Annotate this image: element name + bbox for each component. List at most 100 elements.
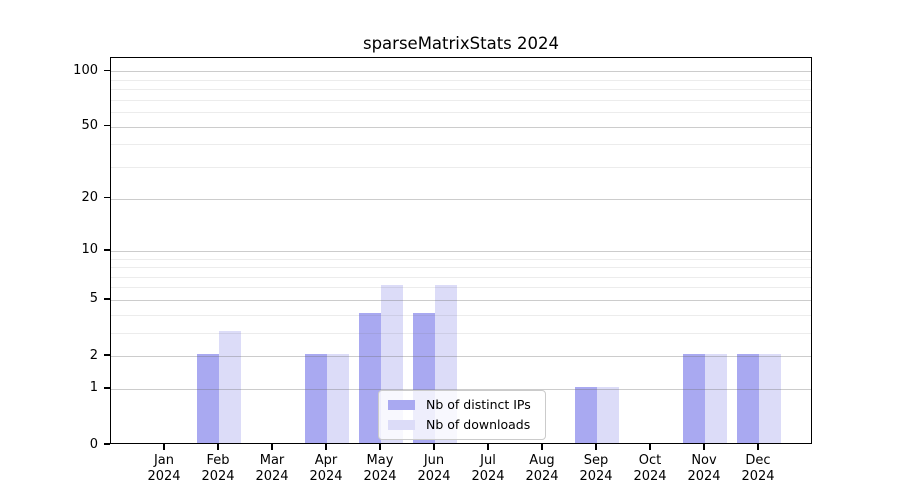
x-tick-label-year: 2024 [471, 469, 505, 484]
y-tick-label: 1 [89, 380, 98, 396]
x-tick-label: Apr 2024 [296, 453, 356, 485]
gridline-major [111, 299, 811, 301]
bar-distinct-ips [197, 354, 219, 443]
x-tick-label: Aug 2024 [512, 453, 572, 485]
y-tick [104, 196, 110, 199]
y-tick [104, 124, 110, 127]
gridline-minor [111, 112, 811, 114]
x-tick [271, 444, 273, 450]
bar-downloads [759, 354, 781, 443]
x-tick-label-month: Feb [206, 453, 230, 468]
x-tick-label-month: Jun [423, 453, 445, 468]
y-tick [104, 298, 110, 300]
gridline-minor [111, 276, 811, 278]
x-tick-label: Nov 2024 [674, 453, 734, 485]
x-tick-label-year: 2024 [363, 469, 397, 484]
x-tick [595, 444, 597, 450]
y-tick [104, 387, 110, 389]
x-tick [433, 444, 435, 450]
gridline-minor [111, 332, 811, 334]
y-tick-label: 0 [89, 436, 98, 452]
gridline-major [111, 250, 811, 252]
y-tick-label: 50 [81, 118, 98, 134]
gridline-minor [111, 258, 811, 260]
x-tick [703, 444, 705, 450]
y-tick-label: 20 [81, 190, 98, 205]
gridline-major [111, 388, 811, 390]
x-tick-label-year: 2024 [579, 469, 613, 484]
x-tick-label: Jan 2024 [134, 453, 194, 485]
x-tick-label-year: 2024 [309, 469, 343, 484]
x-tick [649, 444, 651, 450]
x-tick-label-year: 2024 [417, 469, 451, 484]
y-tick-label: 5 [89, 291, 98, 307]
legend-label: Nb of distinct IPs [426, 397, 531, 412]
x-tick [379, 444, 381, 450]
legend-row: Nb of distinct IPs [388, 397, 536, 413]
x-tick-label: Jun 2024 [404, 453, 464, 485]
gridline-major [111, 198, 811, 200]
x-tick-label-month: Sep [583, 453, 609, 468]
x-tick-label-month: Dec [745, 453, 771, 468]
bar-downloads [597, 386, 619, 443]
x-tick-label-year: 2024 [147, 469, 181, 484]
gridline-minor [111, 287, 811, 289]
x-tick [217, 444, 219, 450]
gridline-minor [111, 314, 811, 316]
x-tick-label: Feb 2024 [188, 453, 248, 485]
x-tick [541, 444, 543, 450]
x-tick-label-month: Aug [529, 453, 555, 468]
x-tick [757, 444, 759, 450]
x-tick-label: Dec 2024 [728, 453, 788, 485]
x-tick-label: Oct 2024 [620, 453, 680, 485]
x-tick [325, 444, 327, 450]
chart-title: sparseMatrixStats 2024 [362, 34, 560, 53]
bar-distinct-ips [575, 386, 597, 443]
y-tick [104, 249, 110, 251]
gridline-major [111, 126, 811, 128]
gridline-minor [111, 89, 811, 91]
gridline-major [111, 356, 811, 357]
x-tick-label-year: 2024 [255, 469, 289, 484]
legend: Nb of distinct IPs Nb of downloads [378, 390, 546, 440]
x-tick-label-month: Jan [153, 453, 175, 468]
y-tick [104, 354, 110, 356]
x-tick-label-year: 2024 [633, 469, 667, 484]
bar-downloads [219, 330, 241, 443]
bar-downloads [705, 354, 727, 443]
bar-distinct-ips [737, 354, 759, 443]
x-tick-label-month: Jul [480, 453, 496, 468]
gridline-minor [111, 144, 811, 146]
legend-row: Nb of downloads [388, 417, 536, 433]
x-tick-label-year: 2024 [201, 469, 235, 484]
legend-label: Nb of downloads [426, 417, 531, 432]
x-tick-label: Sep 2024 [566, 453, 626, 485]
x-tick-label-month: May [366, 453, 394, 468]
plot-area [110, 57, 812, 444]
y-tick [104, 69, 110, 72]
legend-swatch-distinct-ips [388, 400, 415, 410]
x-tick [163, 444, 165, 450]
x-tick-label-year: 2024 [687, 469, 721, 484]
x-tick-label-year: 2024 [525, 469, 559, 484]
y-tick-label: 100 [73, 62, 98, 78]
y-tick-label: 10 [81, 242, 98, 258]
bar-distinct-ips [359, 312, 381, 443]
x-tick-label-month: Apr [314, 453, 338, 468]
legend-swatch-downloads [388, 420, 415, 430]
bar-distinct-ips [305, 354, 327, 443]
gridline-minor [111, 79, 811, 81]
x-tick-label: May 2024 [350, 453, 410, 485]
gridline-minor [111, 166, 811, 168]
x-tick-label-month: Mar [259, 453, 285, 468]
gridline-minor [111, 99, 811, 101]
gridline-minor [111, 267, 811, 269]
x-tick [487, 444, 489, 450]
x-tick-label-year: 2024 [741, 469, 775, 484]
gridline-major [111, 71, 811, 73]
bar-downloads [327, 354, 349, 443]
x-tick-label-month: Oct [638, 453, 662, 468]
y-tick-label: 2 [89, 347, 98, 363]
x-tick-label-month: Nov [691, 453, 717, 468]
